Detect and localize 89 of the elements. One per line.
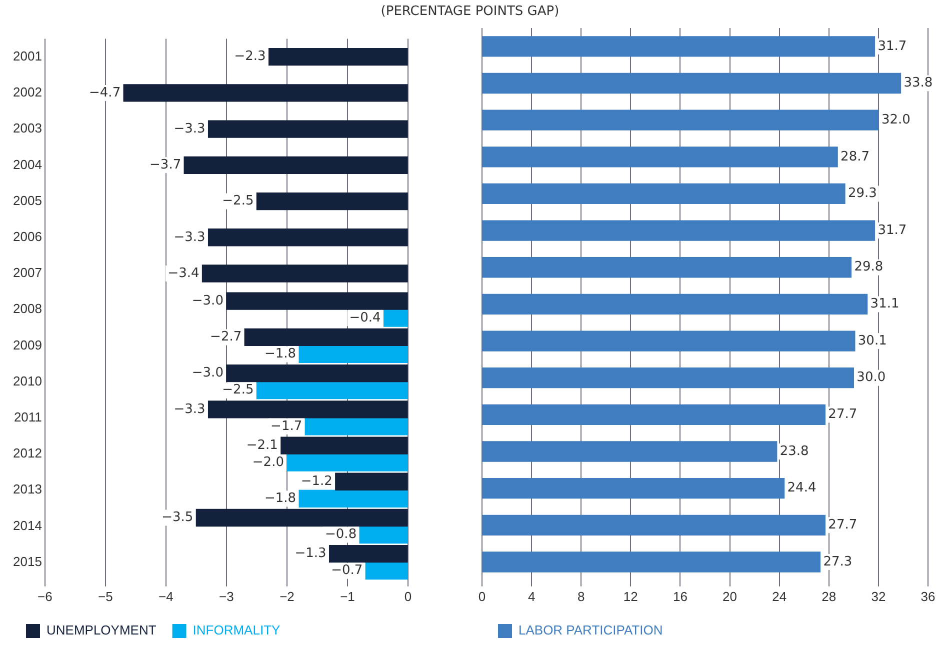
y-tick-label: 2014 [13,518,42,533]
y-tick-label: 2010 [13,373,42,388]
bar [482,404,826,426]
data-label: −1.8 [264,491,296,506]
legend-label: UNEMPLOYMENT [46,622,156,638]
bar [482,72,902,94]
data-label: 27.3 [823,554,852,570]
data-label: −3.0 [192,293,224,308]
data-label: −2.1 [246,438,278,453]
bar [482,146,838,168]
bar [482,36,876,57]
x-tick-label: 8 [577,588,585,604]
data-label: 31.1 [870,296,900,312]
data-label: −3.4 [168,266,200,281]
x-tick-label: 4 [528,588,536,604]
data-label: 29.3 [848,186,877,202]
y-tick-label: 2007 [13,265,42,280]
data-label: 31.7 [878,38,907,54]
data-label: −4.7 [89,85,121,100]
data-label: −3.3 [174,402,206,417]
data-label: 23.8 [780,444,809,459]
bar [482,552,821,572]
data-label: −2.3 [234,49,266,64]
data-label: 24.4 [787,480,816,496]
x-tick-label: −3 [219,588,234,604]
bar [482,441,778,462]
y-tick-label: 2008 [13,301,42,316]
data-label: −1.7 [270,418,302,434]
x-tick-label: −1 [340,588,355,604]
bar [482,183,846,204]
x-tick-label: 32 [871,588,886,604]
y-tick-label: 2012 [13,446,42,461]
data-label: 32.0 [881,112,910,128]
x-tick-label: 0 [478,588,486,604]
data-label: 28.7 [840,149,870,164]
y-tick-label: 2004 [13,156,42,172]
legend-label: INFORMALITY [192,622,281,638]
data-label: −2.5 [222,382,254,398]
y-tick-label: 2009 [13,337,42,352]
y-tick-label: 2005 [13,192,42,208]
data-label: −3.3 [174,121,206,136]
data-label: −3.5 [162,510,194,526]
x-tick-label: −4 [158,588,174,604]
x-tick-label: 20 [722,588,738,604]
bar [482,514,826,536]
data-label: 30.1 [858,333,887,348]
y-tick-label: 2013 [13,482,42,497]
data-label: 33.8 [904,76,933,91]
data-label: 31.7 [878,222,907,238]
bar [482,330,856,352]
bar [482,368,854,388]
bar [482,220,876,241]
bar [482,294,868,315]
data-label: −3.3 [174,230,206,245]
x-tick-label: −2 [280,588,294,604]
data-label: 27.7 [828,407,858,422]
bar [482,110,879,130]
data-label: −2.0 [252,454,284,470]
x-tick-label: 12 [623,588,638,604]
legend-label: LABOR PARTICIPATION [518,622,663,638]
data-label: 30.0 [856,370,886,386]
data-label: −1.2 [300,474,332,490]
data-label: −2.5 [222,194,254,209]
data-label: −0.4 [349,310,381,326]
data-label: −0.8 [325,527,357,542]
data-label: −0.7 [331,563,363,578]
y-tick-label: 2002 [13,84,42,100]
x-tick-label: −6 [38,588,52,604]
data-label: −3.0 [192,366,224,381]
x-tick-label: 0 [404,588,412,604]
bar [482,257,852,278]
data-label: −2.7 [210,330,242,345]
y-tick-label: 2001 [13,48,42,64]
data-label: 29.8 [854,260,884,275]
x-tick-label: −5 [98,588,113,604]
x-tick-label: 16 [672,588,688,604]
y-tick-label: 2011 [14,410,42,424]
bar [482,478,785,499]
x-tick-label: 24 [772,588,787,604]
x-tick-label: 28 [822,588,836,604]
data-label: −3.7 [150,158,182,173]
data-label: −1.3 [294,546,326,562]
y-tick-label: 2003 [13,120,42,136]
data-label: 27.7 [828,518,858,533]
text: (PERCENTAGE POINTS GAP) [380,4,560,19]
y-tick-label: 2006 [13,228,42,244]
data-label: −1.8 [264,346,296,362]
y-tick-label: 2015 [13,554,42,569]
x-tick-label: 36 [920,588,936,604]
